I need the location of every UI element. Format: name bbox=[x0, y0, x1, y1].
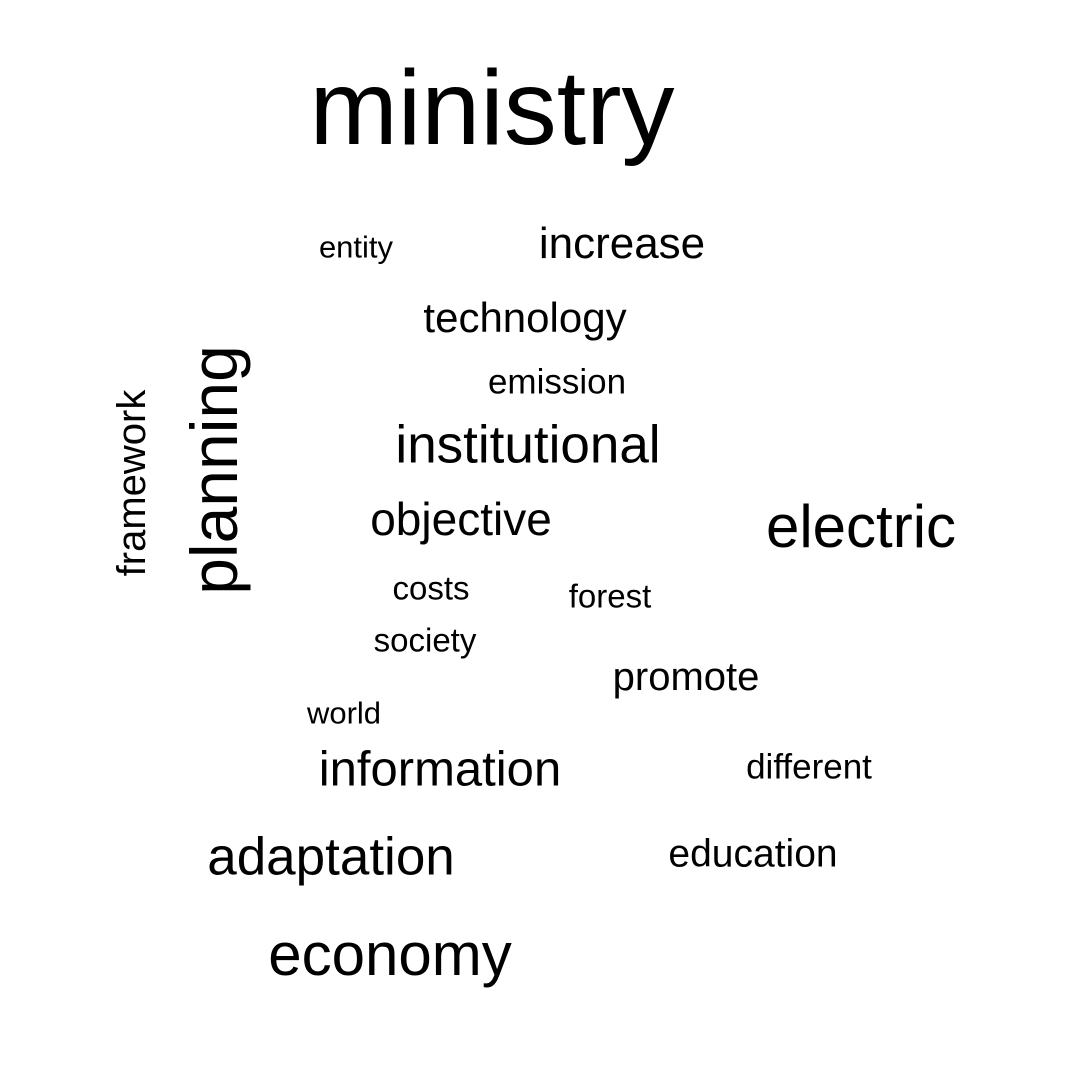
word-promote: promote bbox=[612, 655, 760, 699]
word-society: society bbox=[373, 621, 477, 659]
word-framework: framework bbox=[110, 389, 154, 577]
word-institutional: institutional bbox=[395, 415, 661, 475]
word-education: education bbox=[668, 832, 838, 876]
word-economy: economy bbox=[268, 921, 512, 988]
word-forest: forest bbox=[568, 577, 652, 615]
word-information: information bbox=[318, 742, 562, 797]
word-increase: increase bbox=[538, 219, 706, 268]
word-costs: costs bbox=[392, 569, 470, 607]
word-world: world bbox=[306, 695, 382, 731]
word-emission: emission bbox=[487, 362, 627, 402]
word-planning: planning bbox=[177, 345, 251, 595]
word-electric: electric bbox=[765, 493, 957, 560]
word-entity: entity bbox=[318, 229, 394, 265]
word-objective: objective bbox=[370, 493, 552, 545]
word-ministry: ministry bbox=[309, 49, 675, 167]
word-adaptation: adaptation bbox=[207, 827, 455, 887]
word-technology: technology bbox=[423, 294, 627, 341]
word-different: different bbox=[746, 747, 872, 787]
